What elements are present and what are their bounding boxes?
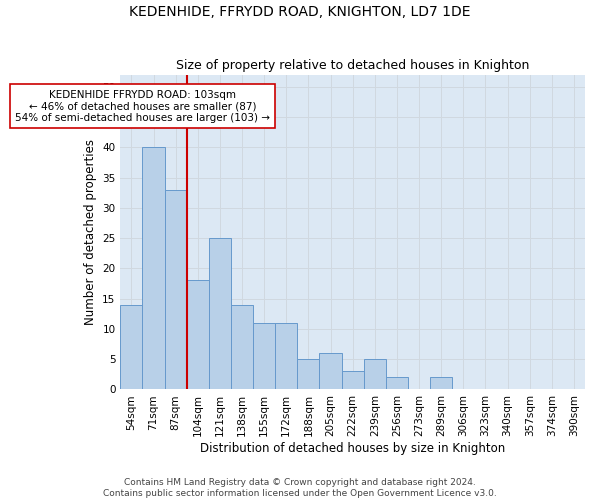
Text: KEDENHIDE FFRYDD ROAD: 103sqm
← 46% of detached houses are smaller (87)
54% of s: KEDENHIDE FFRYDD ROAD: 103sqm ← 46% of d…: [15, 90, 270, 123]
Bar: [164, 190, 187, 390]
Bar: [275, 323, 298, 390]
Bar: [253, 323, 275, 390]
Bar: [430, 378, 452, 390]
Bar: [187, 280, 209, 390]
Bar: [298, 359, 319, 390]
X-axis label: Distribution of detached houses by size in Knighton: Distribution of detached houses by size …: [200, 442, 505, 455]
Bar: [364, 359, 386, 390]
Title: Size of property relative to detached houses in Knighton: Size of property relative to detached ho…: [176, 59, 529, 72]
Bar: [319, 353, 341, 390]
Text: Contains HM Land Registry data © Crown copyright and database right 2024.
Contai: Contains HM Land Registry data © Crown c…: [103, 478, 497, 498]
Bar: [386, 378, 408, 390]
Bar: [142, 147, 164, 390]
Bar: [341, 372, 364, 390]
Y-axis label: Number of detached properties: Number of detached properties: [83, 139, 97, 325]
Bar: [121, 304, 142, 390]
Bar: [209, 238, 231, 390]
Text: KEDENHIDE, FFRYDD ROAD, KNIGHTON, LD7 1DE: KEDENHIDE, FFRYDD ROAD, KNIGHTON, LD7 1D…: [129, 5, 471, 19]
Bar: [231, 304, 253, 390]
